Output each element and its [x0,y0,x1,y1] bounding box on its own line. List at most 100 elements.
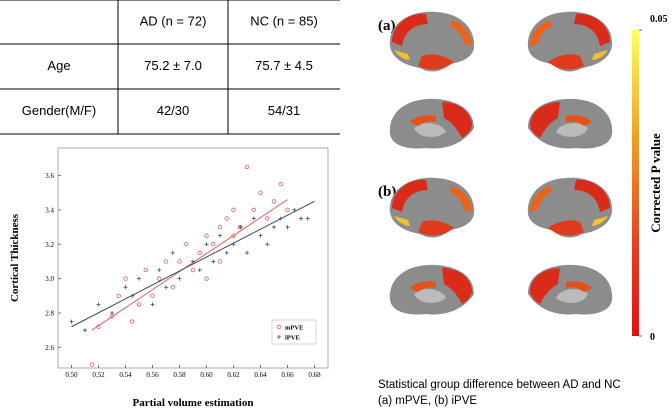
brain-activation [574,179,610,212]
colorbar-tick-label: 0 [650,332,655,343]
point [190,267,196,273]
brain-activation [394,50,410,60]
brain-activation [574,13,610,46]
point [204,233,209,238]
brain-activation [592,216,608,226]
point [258,233,263,238]
table-cell: Gender(M/F) [22,103,96,118]
caption-line: Statistical group difference between AD … [378,379,621,391]
point [136,302,142,307]
point [116,293,121,299]
y-tick-label: 3.6 [45,172,54,180]
legend-label: mPVE [285,325,303,332]
y-tick-label: 3.0 [45,275,54,283]
table-cell: Age [47,58,70,73]
x-tick-label: 0.52 [92,371,105,379]
point [204,242,209,247]
point [96,302,101,307]
point [150,293,155,299]
legend-marker [277,335,281,339]
brain-medial [556,289,588,303]
point [143,267,148,273]
x-axis-label: Partial volume estimation [133,397,254,409]
brain-activation [392,13,428,46]
brain-activation [392,179,428,212]
caption-line: (a) mPVE, (b) iPVE [378,395,477,407]
x-tick-label: 0.62 [227,371,240,379]
point [170,285,175,290]
y-tick-label: 3.4 [45,206,54,214]
table-cell: AD (n = 72) [140,13,207,28]
legend-marker [276,324,282,330]
point [157,276,162,281]
brain-activation [566,115,592,126]
point [197,250,202,256]
legend-label: iPVE [285,335,300,342]
point [211,242,216,247]
y-axis-label: Cortical Thickness [9,213,21,302]
point [157,268,162,273]
point [217,259,223,264]
x-tick-label: 0.50 [65,371,78,379]
scatter-chart: 0.50 0.52 0.54 0.56 0.58 0.60 0.62 0.64 0.66 0.68… [9,147,329,409]
point [83,328,87,333]
brain-activation [530,186,552,212]
point [231,207,236,213]
point [258,190,263,195]
point [285,207,290,213]
point [170,250,175,255]
x-tick-label: 0.64 [254,371,267,379]
brain [389,264,474,315]
point [163,259,169,264]
point [218,233,222,238]
table-cell: 54/31 [268,103,301,118]
brain [528,264,613,315]
point [150,302,155,307]
point [251,216,256,221]
colorbar-label: Corrected P value [648,133,663,233]
table-cell: 42/30 [157,103,190,118]
brain-activation [394,216,410,226]
point [265,216,270,221]
point [123,276,128,281]
x-tick-label: 0.56 [146,371,159,379]
brain-activation [548,220,584,236]
point [123,285,128,290]
brain-activation [530,20,552,46]
legend-box [271,319,317,345]
point [184,242,189,247]
point [265,242,270,247]
brain-activation [442,102,472,138]
brain-medial [556,123,588,137]
x-tick-label: 0.68 [308,371,321,379]
brain-activation [410,281,436,292]
point [164,285,168,290]
table-cell: 75.2 ± 7.0 [144,58,202,73]
colorbar [632,30,639,336]
colorbar-tick-label: 0.05 [650,14,668,25]
point [299,216,303,221]
point [231,233,236,238]
point [224,250,229,255]
brain-activation [442,268,472,304]
brain [389,11,475,72]
y-tick-label: 2.6 [45,344,54,352]
point [204,276,209,281]
table: AD (n = 72) NC (n = 85) Age 75.2 ± 7.0 75.7 … [0,0,340,135]
point [224,216,229,221]
fit-line [91,199,288,331]
point [69,319,74,324]
brain-medial [414,289,446,303]
point [217,224,223,230]
brain-activation [530,268,560,304]
point [278,181,283,187]
x-tick-label: 0.58 [173,371,186,379]
x-tick-label: 0.54 [119,371,132,379]
x-tick-label: 0.60 [200,371,213,379]
brain [527,177,613,238]
table-cell: 75.7 ± 4.5 [255,58,313,73]
x-tick-label: 0.66 [281,371,294,379]
brain-activation [418,54,454,70]
